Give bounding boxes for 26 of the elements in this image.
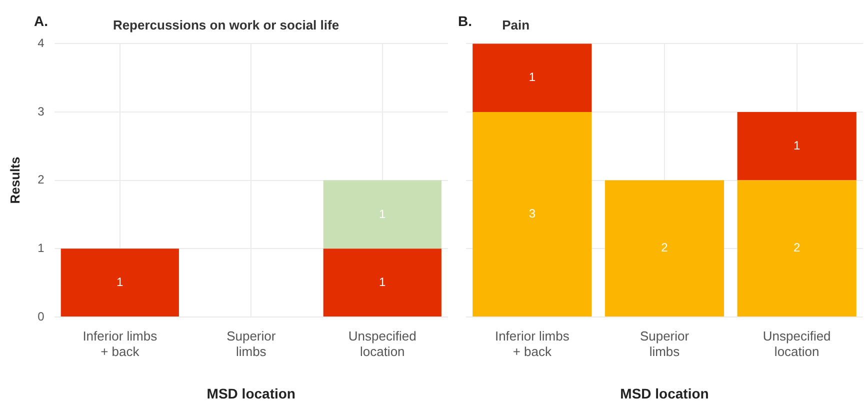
data-label: 1 [379, 274, 386, 289]
chart-title: Pain [502, 17, 530, 32]
x-tick-label: Superior limbs [640, 328, 690, 359]
text: B. [458, 12, 472, 29]
y-axis-title: Results [7, 156, 22, 204]
x-tick-label: Inferior limbs + back [494, 328, 570, 359]
x-tick-label: Inferior limbs + back [82, 328, 158, 359]
x-axis-title: MSD location [620, 385, 709, 402]
data-label: 2 [793, 240, 800, 255]
x-axis-title: MSD location [206, 385, 296, 402]
x-tick-label: Superior limbs [226, 328, 276, 359]
x-tick-label: Unspecified location [348, 328, 416, 359]
y-tick-label: 4 [38, 36, 45, 50]
y-tick-label: 1 [38, 240, 45, 255]
data-label: 1 [793, 138, 800, 152]
y-tick-label: 0 [38, 309, 45, 324]
chart-title: Repercussions on work or social life [112, 17, 340, 32]
data-label: 1 [528, 70, 536, 84]
data-label: 2 [661, 240, 668, 255]
data-label: 3 [528, 206, 536, 221]
data-label: 1 [116, 274, 124, 289]
data-label: 1 [379, 206, 386, 221]
y-tick-label: 3 [38, 104, 45, 118]
x-tick-label: Unspecified location [762, 328, 831, 359]
y-tick-label: 2 [38, 172, 45, 187]
text: A. [34, 12, 48, 29]
